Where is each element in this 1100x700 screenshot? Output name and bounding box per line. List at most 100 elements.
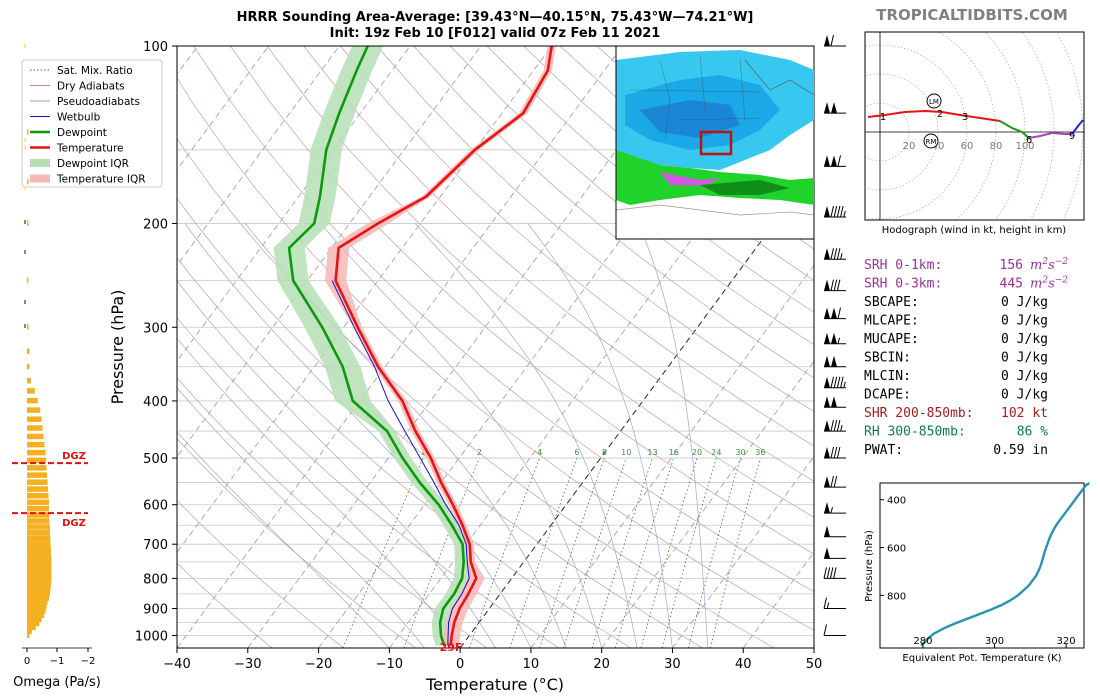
omega-bar (27, 388, 35, 394)
omega-bar (27, 493, 49, 499)
omega-bar (27, 416, 42, 422)
index-value: 0 J/kg (1001, 295, 1048, 310)
x-tick-label: 20 (593, 657, 610, 672)
index-value: 0 J/kg (1001, 351, 1048, 366)
y-tick-label: 400 (143, 395, 168, 410)
index-label: SRH 0-1km: (864, 258, 942, 273)
mixing-ratio-label: 6 (574, 448, 579, 457)
x-tick-label: 30 (664, 657, 681, 672)
legend-label: Dry Adiabats (57, 81, 125, 93)
omega-small-bar (24, 44, 26, 48)
index-label: MLCAPE: (864, 314, 919, 329)
dewpoint-iqr-band (273, 46, 473, 646)
isotherm-line (177, 46, 623, 648)
dry-adiabat (177, 377, 488, 648)
wind-barb (824, 475, 846, 488)
dry-adiabat (340, 46, 814, 447)
wetbulb-line (331, 280, 470, 646)
mixing-ratio-label: 16 (669, 448, 679, 457)
wind-barb (824, 34, 846, 47)
omega-bar (27, 624, 36, 631)
legend-label: Temperature (56, 143, 124, 155)
skewt-y-axis-label: Pressure (hPa) (108, 290, 127, 405)
omega-bar (27, 616, 42, 623)
isotherm-line (672, 456, 814, 648)
omega-bar (27, 590, 50, 597)
pseudoadiabat (245, 223, 567, 648)
thetae-plot: 280 300 320 400 600 800 Equivalent Pot. Tempe… (864, 482, 1091, 664)
indices-panel: SRH 0-1km: 156 m2s−2 SRH 0-3km: 445 m2s−2 SBCA… (864, 257, 1068, 458)
omega-axis-label: Omega (Pa/s) (13, 675, 101, 690)
y-tick-label: 700 (143, 538, 168, 553)
hodo-ring-label: 40 (932, 141, 945, 152)
hodograph-caption: Hodograph (wind in kt, height in km) (882, 225, 1067, 236)
index-label: SBCIN: (864, 351, 911, 366)
legend-label: Wetbulb (57, 112, 101, 124)
dgz-label: DGZ (62, 518, 86, 529)
wind-barb (824, 376, 846, 389)
index-label: DCAPE: (864, 388, 911, 403)
mixing-ratio-line (615, 457, 675, 648)
dry-adiabat (486, 46, 814, 313)
mixing-ratio-line (563, 457, 627, 648)
omega-bar (27, 324, 29, 330)
wind-barb (823, 597, 846, 610)
dry-adiabat (193, 46, 814, 593)
isotherm-line (601, 360, 814, 648)
omega-bar (27, 620, 40, 627)
omega-bar (27, 486, 48, 492)
index-row: SHR 200-850mb: 102 kt (864, 406, 1048, 421)
y-tick-label: 100 (143, 40, 168, 55)
hodo-height-label: 9 (1069, 131, 1075, 142)
index-row: DCAPE: 0 J/kg (864, 388, 1048, 403)
mixing-ratio-label: 1 (421, 448, 426, 457)
hodo-ring-label: 80 (990, 141, 1003, 152)
index-row: RH 300-850mb: 86 % (864, 425, 1048, 440)
index-unit: m2s−2 (1030, 276, 1068, 292)
omega-small-bar (24, 146, 26, 150)
hodo-lm-marker (926, 93, 942, 109)
omega-bar (27, 546, 51, 553)
surface-temp-label: 29F (440, 641, 463, 654)
thetae-x-tick-label: 300 (985, 636, 1004, 647)
chart-title: HRRR Sounding Area-Average: [39.43°N—40.… (237, 10, 754, 25)
omega-bar (27, 567, 52, 573)
index-row: MLCAPE: 0 J/kg (864, 314, 1048, 329)
mixing-ratio-line (509, 457, 578, 648)
index-label: MLCIN: (864, 369, 911, 384)
omega-bar (27, 425, 43, 431)
index-label: SBCAPE: (864, 295, 919, 310)
hodo-trace-upper (999, 120, 1030, 139)
y-tick-label: 200 (143, 217, 168, 232)
omega-bar (27, 572, 52, 578)
x-tick-label: 10 (523, 657, 540, 672)
temperature-iqr-band (325, 46, 556, 646)
mixing-ratio-line (468, 457, 540, 648)
mixing-ratio-label: 10 (621, 448, 631, 457)
omega-bar (27, 457, 47, 464)
wind-barb (824, 205, 846, 218)
x-tick-label: 50 (806, 657, 823, 672)
x-tick-label: 0 (456, 657, 464, 672)
index-row: MUCAPE: 0 J/kg (864, 332, 1048, 347)
index-value: 156 (1000, 258, 1023, 273)
legend-label: Dewpoint (57, 127, 107, 139)
hodo-height-label: 1 (880, 112, 886, 123)
isotherm-line (459, 168, 814, 648)
omega-bar (27, 529, 50, 536)
index-value: 0 J/kg (1001, 388, 1048, 403)
omega-bar (27, 449, 46, 456)
omega-bar (27, 581, 51, 588)
y-tick-label: 500 (143, 452, 168, 467)
dry-adiabat (266, 46, 814, 518)
mixing-ratio-label: 30 (735, 448, 745, 457)
omega-bar (27, 433, 44, 440)
omega-bar (27, 505, 49, 512)
wind-barb (824, 279, 846, 292)
isotherm-line (177, 46, 269, 171)
omega-bar (27, 599, 48, 606)
omega-bar (27, 518, 50, 524)
wind-barb (824, 396, 846, 408)
wind-barb (824, 446, 846, 459)
pseudoadiabat (414, 223, 638, 648)
